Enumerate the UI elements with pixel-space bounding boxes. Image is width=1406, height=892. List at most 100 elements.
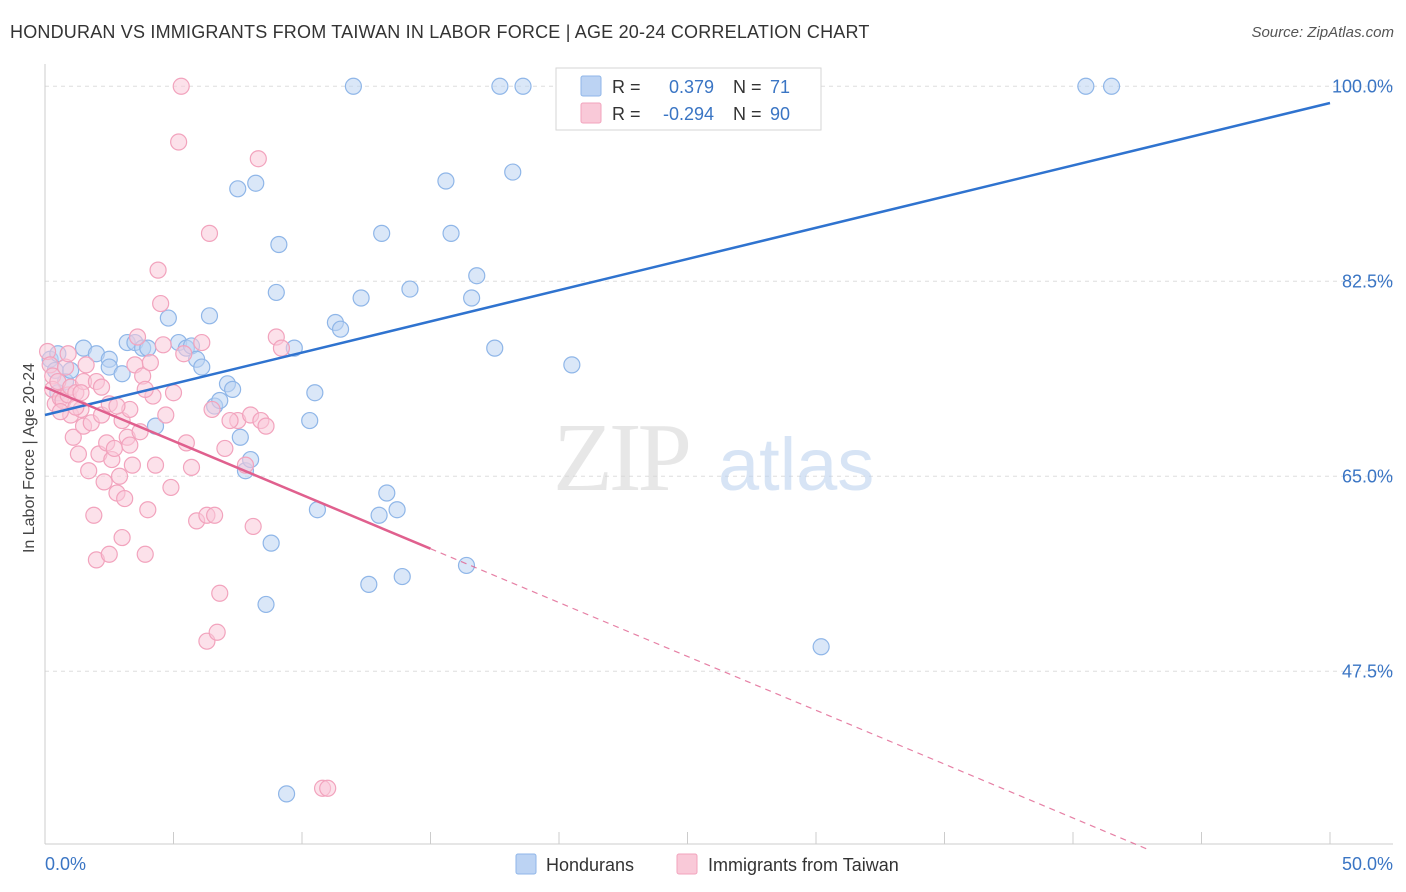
taiwan-point [319, 779, 337, 797]
honduran-point [401, 280, 419, 298]
taiwan-point [182, 458, 201, 476]
taiwan-point [139, 501, 157, 519]
honduran-point [257, 595, 275, 614]
honduran-point [262, 534, 280, 552]
honduran-point [247, 174, 265, 192]
taiwan-trend-line [44, 385, 431, 550]
honduran-point [224, 380, 242, 398]
honduran-point [200, 307, 219, 325]
taiwan-point [149, 261, 167, 279]
legend-n-label-1: N = [733, 77, 762, 97]
taiwan-point [157, 406, 175, 424]
honduran-point [563, 356, 581, 374]
taiwan-point [123, 456, 141, 474]
honduran-point [378, 484, 396, 502]
taiwan-point [108, 397, 126, 415]
taiwan-point [244, 517, 262, 536]
taiwan-point [211, 584, 229, 602]
taiwan-point [72, 384, 90, 402]
honduran-point [468, 267, 486, 285]
honduran-point [277, 785, 296, 803]
legend-n-value-1: 71 [770, 77, 790, 97]
honduran-point [1102, 77, 1121, 95]
honduran-point [331, 320, 350, 338]
honduran-point [442, 224, 460, 242]
honduran-point [113, 365, 131, 383]
honduran-point [812, 638, 830, 656]
x-tick-label-start: 0.0% [45, 854, 86, 874]
taiwan-point [110, 467, 129, 485]
taiwan-point [221, 411, 239, 430]
source-label: Source: ZipAtlas.com [1251, 24, 1394, 41]
taiwan-point [146, 456, 165, 474]
taiwan-point [208, 623, 226, 641]
taiwan-point [77, 356, 95, 374]
taiwan-point [136, 545, 154, 563]
honduran-point [504, 163, 522, 181]
honduran-point [267, 283, 285, 302]
taiwan-point [164, 384, 183, 402]
honduran-point [360, 575, 378, 593]
taiwan-point [172, 77, 190, 95]
taiwan-point [105, 439, 123, 458]
honduran-point [344, 77, 362, 95]
watermark-atlas: atlas [718, 423, 874, 506]
taiwan-point [200, 224, 219, 242]
honduran-point [306, 384, 324, 402]
honduran-point [229, 180, 247, 198]
legend-n-value-2: 90 [770, 104, 790, 124]
legend-n-label-2: N = [733, 104, 762, 124]
taiwan-point [92, 378, 111, 396]
taiwan-point [162, 478, 180, 497]
honduran-point [388, 501, 406, 519]
bottom-legend-swatch-taiwan [676, 853, 698, 875]
honduran-point [463, 289, 481, 307]
y-tick-label: 47.5% [1342, 661, 1393, 681]
taiwan-point [249, 150, 267, 168]
honduran-point [301, 411, 319, 430]
honduran-point [159, 309, 177, 327]
chart-title: HONDURAN VS IMMIGRANTS FROM TAIWAN IN LA… [10, 22, 870, 42]
legend-r-label-1: R = [612, 77, 641, 97]
honduran-point [437, 172, 455, 190]
taiwan-point [175, 345, 193, 363]
taiwan-point [80, 462, 98, 480]
taiwan-point [206, 506, 224, 524]
taiwan-point [85, 506, 103, 524]
taiwan-point [116, 489, 134, 508]
honduran-point [373, 224, 391, 242]
watermark-zip: ZIP [553, 404, 688, 512]
honduran-point [231, 428, 249, 446]
taiwan-point [170, 133, 188, 151]
taiwan-trend-extension [430, 548, 1151, 851]
taiwan-point [113, 528, 131, 547]
taiwan-point [128, 328, 147, 346]
honduran-point [270, 235, 288, 254]
legend-r-value-2: -0.294 [663, 104, 714, 124]
taiwan-point [152, 294, 170, 313]
x-tick-label-end: 50.0% [1342, 854, 1393, 874]
taiwan-point [216, 439, 234, 458]
taiwan-point [203, 400, 221, 419]
taiwan-point [69, 445, 88, 463]
honduran-point [486, 339, 504, 357]
stats-legend: R = 0.379 N = 71 R = -0.294 N = 90 [555, 67, 822, 131]
legend-swatch-hondurans [580, 75, 602, 97]
honduran-point [491, 77, 509, 95]
taiwan-point [154, 336, 172, 354]
honduran-point [370, 506, 388, 524]
honduran-point [393, 567, 411, 586]
honduran-trend-line [44, 101, 1331, 417]
y-axis-label: In Labor Force | Age 20-24 [21, 363, 38, 553]
bottom-legend-swatch-hondurans [515, 853, 537, 875]
taiwan-point [59, 345, 77, 363]
honduran-point [1077, 77, 1095, 95]
taiwan-point [257, 417, 275, 435]
taiwan-point [64, 428, 82, 446]
honduran-point [457, 556, 476, 575]
taiwan-point [272, 339, 291, 357]
legend-swatch-taiwan [580, 102, 602, 124]
honduran-point [193, 358, 211, 376]
taiwan-point [193, 333, 211, 352]
